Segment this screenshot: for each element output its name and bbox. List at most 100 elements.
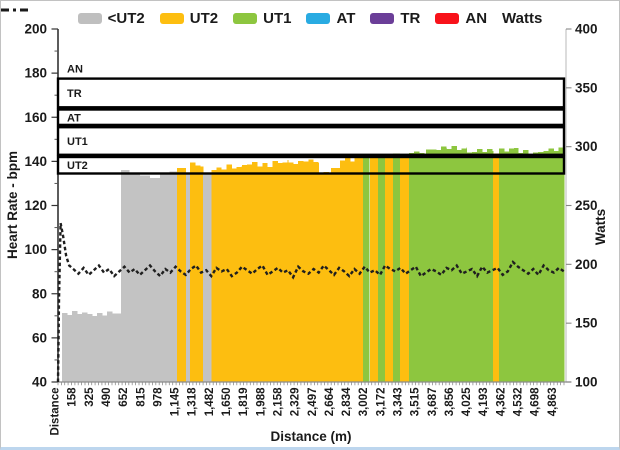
hr-bar-segment xyxy=(77,313,83,382)
hr-bar-segment xyxy=(199,166,204,382)
x-tick-label: 1,145 xyxy=(170,387,182,416)
y-right-tick-label: 300 xyxy=(575,139,598,154)
hr-bar-segment xyxy=(308,159,314,382)
legend-swatch-icon xyxy=(233,12,258,24)
x-tick-label: 1,819 xyxy=(238,388,250,417)
hr-bar-segment xyxy=(456,150,462,382)
hr-bar-segment xyxy=(87,313,93,382)
y-right-tick-label: 250 xyxy=(575,198,598,213)
hr-bar-segment xyxy=(117,313,122,382)
x-tick-label: 490 xyxy=(101,388,113,407)
hr-bar-segment xyxy=(363,154,370,382)
legend-swatch-icon xyxy=(435,12,460,24)
hr-bar-segment xyxy=(203,173,212,382)
hr-bar-segment xyxy=(169,171,177,382)
x-tick-label: 2,834 xyxy=(341,387,353,416)
legend-label: AT xyxy=(336,9,356,27)
hr-bar-segment xyxy=(486,149,493,382)
y-left-tick-label: 200 xyxy=(24,22,47,37)
y-left-tick-label: 120 xyxy=(24,198,47,213)
hr-bar-segment xyxy=(226,167,227,382)
x-tick-label: 3,515 xyxy=(410,387,422,416)
hr-bar-segment xyxy=(476,149,483,382)
zone-boxes-layer: AN TR AT UT1 UT2 xyxy=(56,64,566,175)
hr-bar-segment xyxy=(298,160,304,382)
x-tick-label: 978 xyxy=(152,387,164,407)
hr-bar-segment xyxy=(499,148,505,382)
zone-box-ut2 xyxy=(56,155,566,175)
hr-bar-segment xyxy=(533,152,539,382)
x-tick-label: 3,172 xyxy=(375,388,387,417)
legend-swatch-icon xyxy=(77,12,102,24)
hr-bar-segment xyxy=(293,164,299,382)
x-tick-label: 1,482 xyxy=(204,388,216,417)
x-tick-label: 2,497 xyxy=(307,388,319,417)
hr-bar-segment xyxy=(177,168,186,382)
legend-item-tr: TR xyxy=(370,10,420,27)
hr-bar-segment xyxy=(424,155,427,382)
hr-bar-segment xyxy=(189,162,196,382)
y-left-tick-label: 140 xyxy=(24,154,47,169)
hr-bar-segment xyxy=(548,148,554,382)
hr-bar-segment xyxy=(62,312,68,382)
x-tick-label: 4,025 xyxy=(461,387,473,416)
hr-bar-segment xyxy=(538,151,544,382)
zone-box-tr xyxy=(56,77,566,109)
zone-box-label: TR xyxy=(67,88,82,100)
x-tick-label: 2,664 xyxy=(324,387,336,416)
hr-bar-segment xyxy=(328,174,332,382)
x-tick-label: 2,329 xyxy=(290,388,302,417)
hr-bar-segment xyxy=(461,148,467,382)
hr-bars-layer xyxy=(62,146,565,382)
hr-bar-segment xyxy=(72,310,78,382)
hr-bar-segment xyxy=(369,157,378,382)
hr-bar-segment xyxy=(471,152,478,382)
hr-bar-segment xyxy=(528,154,534,382)
hr-bar-segment xyxy=(231,168,238,382)
legend-label: UT2 xyxy=(189,9,219,27)
x-tick-label: 4,532 xyxy=(513,388,525,417)
hr-bar-segment xyxy=(107,311,113,382)
y-right-axis-title: Watts xyxy=(593,209,608,245)
x-tick-label: 4,362 xyxy=(495,388,507,417)
hr-bar-segment xyxy=(226,164,233,382)
y-left-tick-label: 180 xyxy=(24,66,47,81)
hr-bar-segment xyxy=(451,146,457,382)
hr-bar-segment xyxy=(431,149,437,382)
legend-swatch-icon xyxy=(370,12,395,24)
y-left-tick-label: 100 xyxy=(24,242,47,257)
legend-label: TR xyxy=(400,9,421,27)
hr-bar-segment xyxy=(313,162,319,382)
watts-line-layer xyxy=(56,222,565,383)
legend-label: Watts xyxy=(502,9,543,27)
x-tick-label: 3,856 xyxy=(444,388,456,417)
x-tick-label: 3,343 xyxy=(393,388,405,417)
axis-titles: Heart Rate - bpm Watts Distance (m) xyxy=(5,151,608,444)
hr-bar-segment xyxy=(221,169,227,382)
hr-bar-segment xyxy=(345,157,351,382)
x-tick-label: 325 xyxy=(84,387,96,407)
hr-bar-segment xyxy=(419,152,425,382)
hr-bar-segment xyxy=(504,151,510,382)
y-right-tick-label: 400 xyxy=(575,22,598,37)
hr-bar-segment xyxy=(563,149,565,382)
hr-bar-segment xyxy=(272,160,279,382)
hr-bar-segment xyxy=(102,315,108,382)
hr-bar-segment xyxy=(323,172,330,382)
hr-bar-segment xyxy=(216,167,222,382)
hr-bar-segment xyxy=(272,167,273,382)
x-tick-label: 4,863 xyxy=(547,388,559,417)
hr-bar-segment xyxy=(267,167,273,382)
hr-bar-segment xyxy=(92,315,98,382)
y-right-tick-label: 200 xyxy=(575,257,598,272)
hr-bar-segment xyxy=(409,152,415,382)
hr-bar-segment xyxy=(129,172,140,382)
zone-above-label: AN xyxy=(67,64,83,76)
hr-bar-segment xyxy=(518,153,524,382)
hr-bar-segment xyxy=(242,165,248,382)
hr-bar-segment xyxy=(236,166,243,382)
hr-bar-segment xyxy=(139,175,150,382)
hr-bar-segment xyxy=(558,147,564,382)
